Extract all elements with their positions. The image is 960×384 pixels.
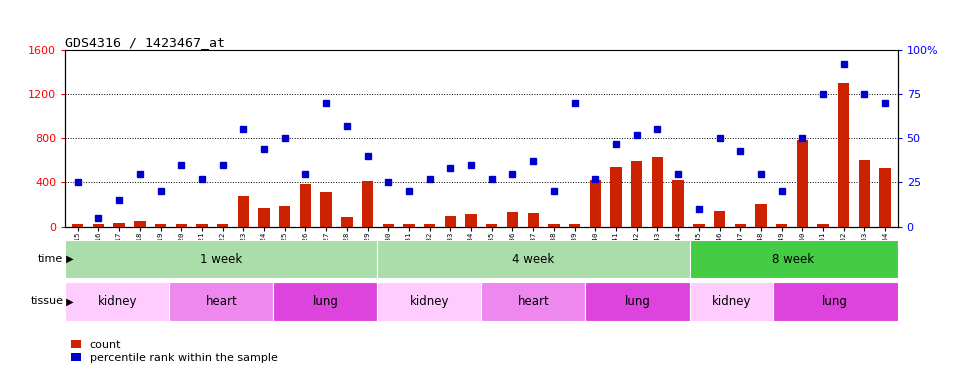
Text: lung: lung (822, 295, 848, 308)
Bar (217, 224, 228, 227)
Bar (631, 161, 642, 227)
Bar (486, 224, 497, 227)
Bar (65, 240, 377, 278)
Bar (586, 282, 689, 321)
Bar (279, 205, 291, 227)
Text: time: time (38, 254, 63, 264)
Bar (689, 282, 773, 321)
Bar (817, 224, 828, 227)
Bar (196, 224, 207, 227)
Bar (113, 223, 125, 227)
Text: ▶: ▶ (63, 254, 74, 264)
Text: GDS4316 / 1423467_at: GDS4316 / 1423467_at (65, 36, 226, 49)
Text: tissue: tissue (31, 296, 63, 306)
Bar (756, 205, 767, 227)
Bar (714, 211, 725, 227)
Bar (403, 224, 415, 227)
Bar (377, 282, 482, 321)
Bar (258, 208, 270, 227)
Bar (155, 224, 166, 227)
Bar (652, 157, 663, 227)
Text: lung: lung (312, 295, 338, 308)
Bar (65, 282, 169, 321)
Text: ▶: ▶ (63, 296, 74, 306)
Text: kidney: kidney (410, 295, 449, 308)
Bar (341, 217, 352, 227)
Bar (569, 224, 580, 227)
Bar (362, 181, 373, 227)
Bar (773, 282, 898, 321)
Bar (377, 240, 689, 278)
Text: 8 week: 8 week (773, 253, 815, 266)
Bar (507, 212, 518, 227)
Text: kidney: kidney (98, 295, 137, 308)
Bar (879, 168, 891, 227)
Bar (693, 224, 705, 227)
Bar (300, 184, 311, 227)
Bar (689, 240, 898, 278)
Bar (238, 196, 249, 227)
Bar (424, 224, 436, 227)
Bar (93, 224, 104, 227)
Bar (383, 224, 394, 227)
Bar (672, 180, 684, 227)
Bar (72, 224, 84, 227)
Bar (169, 282, 274, 321)
Bar (321, 192, 332, 227)
Bar (527, 214, 539, 227)
Bar (134, 221, 146, 227)
Bar (838, 83, 850, 227)
Bar (274, 282, 377, 321)
Bar (482, 282, 586, 321)
Bar (444, 215, 456, 227)
Legend: count, percentile rank within the sample: count, percentile rank within the sample (71, 339, 277, 363)
Bar (734, 224, 746, 227)
Bar (797, 141, 808, 227)
Bar (589, 180, 601, 227)
Text: heart: heart (517, 295, 549, 308)
Text: lung: lung (625, 295, 651, 308)
Bar (466, 214, 477, 227)
Bar (859, 161, 870, 227)
Text: kidney: kidney (711, 295, 751, 308)
Bar (176, 224, 187, 227)
Text: 4 week: 4 week (513, 253, 555, 266)
Text: 1 week: 1 week (201, 253, 243, 266)
Text: heart: heart (205, 295, 237, 308)
Bar (776, 224, 787, 227)
Bar (611, 167, 622, 227)
Bar (548, 224, 560, 227)
